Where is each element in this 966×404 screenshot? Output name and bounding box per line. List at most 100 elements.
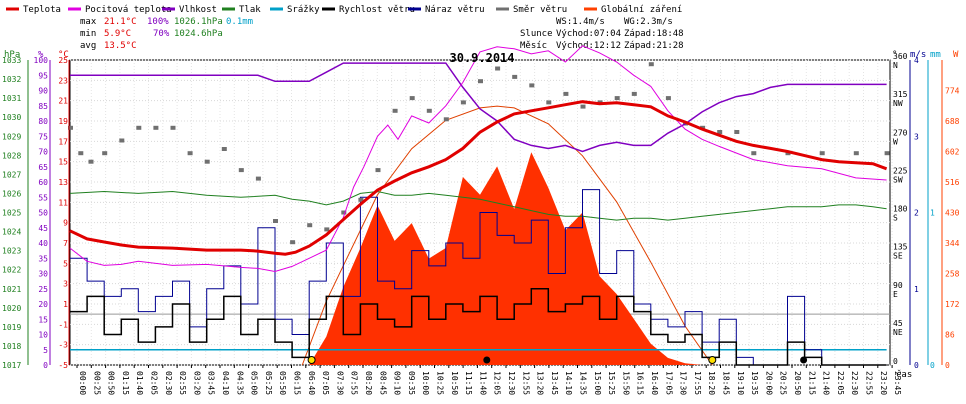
hpa-tick-label: 1033 [2,56,21,65]
legend-label: Náraz větru [425,5,485,15]
hpa-tick-label: 1019 [2,323,21,332]
legend-item: Tlak [222,5,261,15]
deg-tick-label: 90 [893,281,903,290]
w-tick-label: 86 [945,331,955,340]
wind-dir-point [546,100,552,105]
pct-tick-label: 65 [38,163,48,172]
legend-label: Rychlost větru [339,5,415,15]
x-tick-label: 10:00 [421,371,430,395]
x-tick-label: 09:10 [393,371,402,395]
wind-dir-point [78,151,84,156]
hpa-tick-label: 1023 [2,247,21,256]
pct-tick-label: 70 [38,148,48,157]
temp-tick-label: 1 [63,300,68,309]
wind-dir-point [290,240,296,245]
pct-tick-label: 10 [38,331,48,340]
wind-speed-line [70,288,887,366]
x-tick-label: 20:25 [779,371,788,395]
wind-dir-point [529,83,535,88]
pct-tick-label: 85 [38,102,48,111]
x-tick-label: 21:15 [807,371,816,395]
x-tick-label: 02:05 [150,371,159,395]
x-tick-label: 03:20 [192,371,201,395]
temp-tick-label: 21 [58,97,68,106]
wind-dir-point [255,176,261,181]
pct-tick-label: 80 [38,117,48,126]
stat-max-hum: 100% [147,17,169,27]
hpa-tick-label: 1025 [2,209,21,218]
x-tick-label: 17:55 [693,371,702,395]
wind-dir-point [68,125,73,130]
wind-dir-point [495,66,501,71]
temp-tick-label: -5 [58,361,68,370]
sunrise-marker [307,356,316,364]
wind-dir-point [324,227,330,232]
x-tick-label: 03:45 [207,371,216,395]
stats-block: max 21.1°C 100% 1026.1hPa 0.1mm min 5.9°… [80,17,253,51]
legend-item: Náraz větru [408,5,485,15]
x-tick-label: 19:35 [750,371,759,395]
moonset-marker [800,356,808,364]
wind-dir-point [409,96,415,101]
info-mesic-zapad: Západ:21:28 [624,41,684,51]
stat-max-rain: 0.1mm [226,17,253,27]
temp-tick-label: 5 [63,259,68,268]
x-tick-label: 13:45 [550,371,559,395]
x-tick-label: 10:25 [436,371,445,395]
temp-axis-label: °C [58,50,69,60]
pct-tick-label: 20 [38,300,48,309]
wind-dir-point [153,125,159,130]
hpa-tick-label: 1018 [2,342,21,351]
x-tick-label: 04:10 [221,371,230,395]
pct-tick-label: 15 [38,315,48,324]
hpa-tick-label: 1017 [2,361,21,370]
pct-tick-label: 30 [38,270,48,279]
hpa-tick-label: 1030 [2,113,21,122]
stat-min-label: min [80,29,96,39]
temp-tick-label: 23 [58,76,68,85]
legend-item: Vlhkost [162,5,217,15]
wind-dir-point [102,151,108,156]
wind-dir-point [307,223,313,228]
w-tick-label: 344 [945,239,960,248]
wind-dir-point [785,151,791,156]
w-tick-label: 516 [945,178,960,187]
legend-label: Pocitová teplota [85,5,172,15]
hpa-tick-label: 1031 [2,94,21,103]
hpa-tick-label: 1022 [2,266,21,275]
ms-tick-label: 2 [914,209,919,218]
pct-tick-label: 55 [38,193,48,202]
wind-dir-point [717,130,723,134]
x-tick-label: 20:50 [793,371,802,395]
mm-tick-label: 1 [930,209,935,218]
wind-dir-point [734,130,740,134]
x-tick-label: 07:30 [335,371,344,395]
wind-dir-point [119,138,125,143]
wind-dir-point [648,62,654,67]
x-tick-label: 14:35 [579,371,588,395]
info-wg: WG:2.3m/s [624,17,673,27]
info-slunce-label: Slunce [520,29,553,39]
wind-dir-point [238,168,244,173]
hpa-axis-label: hPa [4,50,20,60]
x-tick-label: 12:55 [521,371,530,395]
dir-tick-label: E [893,290,898,299]
pct-tick-label: 100 [34,56,49,65]
stat-avg-temp: 13.5°C [104,41,137,51]
temp-tick-label: 11 [58,198,68,207]
hpa-tick-label: 1028 [2,151,21,160]
x-tick-label: 15:00 [593,371,602,395]
x-tick-label: 01:40 [135,371,144,395]
wind-dir-point [375,168,381,173]
x-tick-label: 09:35 [407,371,416,395]
mm-axis-label: mm [930,50,941,60]
temp-tick-label: 17 [58,137,68,146]
x-tick-label: 11:40 [478,371,487,395]
x-tick-label: 23:20 [879,371,888,395]
hpa-tick-label: 1029 [2,132,21,141]
legend-item: Pocitová teplota [68,5,172,15]
x-tick-label: 12:30 [507,371,516,395]
dir-tick-label: N [893,61,898,70]
info-mesic-label: Měsíc [520,41,547,51]
